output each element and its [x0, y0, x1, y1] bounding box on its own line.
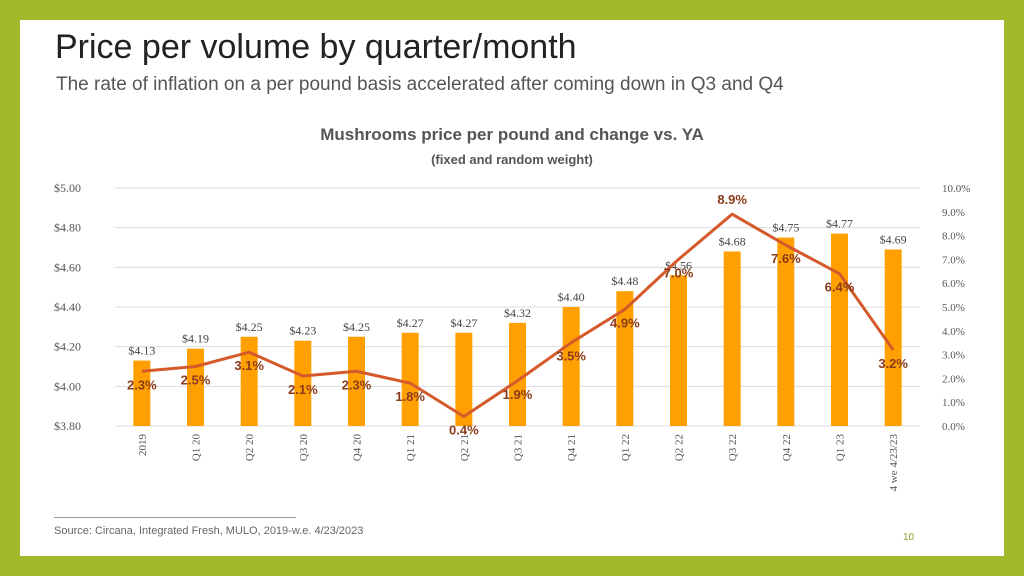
x-category-label: Q3 21	[513, 434, 525, 461]
x-category-label: 4 we 4/23/23	[888, 434, 900, 492]
y-right-tick-label: 5.0%	[942, 302, 965, 314]
yoy-change-label: 1.9%	[503, 387, 533, 402]
bar	[723, 251, 741, 426]
yoy-change-label: 6.4%	[825, 280, 855, 295]
x-category-label: Q3 22	[727, 434, 739, 461]
x-category-label: Q2 20	[244, 434, 256, 462]
y-left-tick-label: $4.40	[54, 300, 81, 314]
bar-value-label: $4.25	[236, 320, 263, 334]
bar-value-label: $4.40	[558, 290, 585, 304]
bar-value-label: $4.13	[128, 344, 155, 358]
y-right-tick-label: 10.0%	[942, 183, 970, 195]
yoy-change-label: 2.1%	[288, 382, 318, 397]
bar	[670, 275, 687, 426]
bar	[348, 336, 365, 426]
x-category-label: Q2 21	[459, 434, 471, 461]
bar	[455, 332, 473, 426]
bar	[777, 237, 795, 426]
x-category-label: Q1 23	[835, 434, 847, 462]
y-left-tick-label: $5.00	[54, 181, 81, 195]
slide-subtitle: The rate of inflation on a per pound bas…	[56, 74, 784, 95]
x-category-label: Q4 22	[781, 434, 793, 461]
bar-value-label: $4.75	[772, 221, 799, 235]
bar	[240, 336, 258, 426]
y-left-tick-label: $4.20	[54, 340, 81, 354]
x-category-label: Q2 22	[674, 434, 686, 461]
yoy-change-label: 2.3%	[342, 377, 372, 392]
bar-value-label: $4.19	[182, 332, 209, 346]
bar-value-label: $4.69	[880, 232, 907, 246]
slide: Price per volume by quarter/month The ra…	[20, 20, 1004, 556]
y-left-tick-label: $4.60	[54, 260, 81, 274]
yoy-change-label: 3.5%	[556, 349, 586, 364]
bar-value-label: $4.23	[289, 324, 316, 338]
chart-subtitle: (fixed and random weight)	[431, 152, 593, 167]
y-right-tick-label: 7.0%	[942, 254, 965, 266]
bar	[884, 249, 902, 426]
yoy-change-label: 3.1%	[234, 358, 264, 373]
y-right-tick-label: 9.0%	[942, 207, 965, 219]
bar	[831, 233, 848, 426]
yoy-change-label: 2.5%	[181, 373, 211, 388]
bar	[509, 322, 526, 426]
yoy-change-label: 7.6%	[771, 251, 801, 266]
bar-value-label: $4.56	[665, 258, 692, 272]
x-category-label: 2019	[137, 434, 149, 457]
y-right-tick-label: 8.0%	[942, 231, 965, 243]
x-category-label: Q3 20	[298, 434, 310, 462]
bar-value-label: $4.25	[343, 320, 370, 334]
source-note: Source: Circana, Integrated Fresh, MULO,…	[54, 525, 364, 537]
y-right-tick-label: 3.0%	[942, 350, 965, 362]
x-category-label: Q1 22	[620, 434, 632, 461]
chart-title: Mushrooms price per pound and change vs.…	[320, 125, 704, 144]
y-right-tick-label: 2.0%	[942, 373, 965, 385]
y-left-tick-label: $4.00	[54, 379, 81, 393]
bar-value-label: $4.27	[450, 316, 477, 330]
bar-value-label: $4.27	[397, 316, 424, 330]
yoy-change-label: 2.3%	[127, 377, 157, 392]
y-right-tick-label: 0.0%	[942, 421, 965, 433]
y-left-tick-label: $3.80	[54, 419, 81, 433]
bar	[616, 291, 634, 426]
yoy-change-label: 4.9%	[610, 315, 640, 330]
x-category-label: Q1 20	[191, 434, 203, 462]
source-divider	[54, 517, 296, 518]
bar-value-label: $4.32	[504, 306, 531, 320]
yoy-change-label: 8.9%	[717, 192, 747, 207]
yoy-change-label: 1.8%	[395, 389, 425, 404]
yoy-change-label: 3.2%	[878, 356, 908, 371]
y-right-tick-label: 4.0%	[942, 326, 965, 338]
y-right-tick-label: 1.0%	[942, 397, 965, 409]
yoy-change-label: 7.0%	[664, 265, 694, 280]
bar	[401, 332, 419, 426]
bar-value-label: $4.77	[826, 217, 853, 231]
x-category-label: Q1 21	[405, 434, 417, 461]
slide-title: Price per volume by quarter/month	[55, 28, 577, 66]
y-left-tick-label: $4.80	[54, 221, 81, 235]
bar	[294, 340, 312, 426]
page-number: 10	[903, 532, 915, 543]
x-category-label: Q4 20	[352, 434, 364, 462]
yoy-change-label: 0.4%	[449, 422, 479, 437]
bar	[562, 307, 580, 426]
bar	[133, 360, 151, 426]
chart-svg: $5.00 $4.80 $4.60 $4.40 $4.20 $4.00 $3.80 10.0%…	[54, 181, 970, 492]
yoy-change-line	[141, 212, 895, 418]
y-right-tick-label: 6.0%	[942, 278, 965, 290]
bar-value-label: $4.48	[611, 274, 638, 288]
bar-value-label: $4.68	[719, 234, 746, 248]
x-category-label: Q4 21	[566, 434, 578, 461]
